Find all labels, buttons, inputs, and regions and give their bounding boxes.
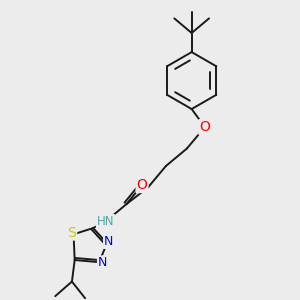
Text: N: N (98, 256, 107, 269)
Text: O: O (200, 120, 210, 134)
Text: S: S (68, 226, 76, 239)
Text: HN: HN (97, 215, 114, 228)
Text: N: N (104, 235, 113, 248)
Text: O: O (136, 178, 148, 192)
